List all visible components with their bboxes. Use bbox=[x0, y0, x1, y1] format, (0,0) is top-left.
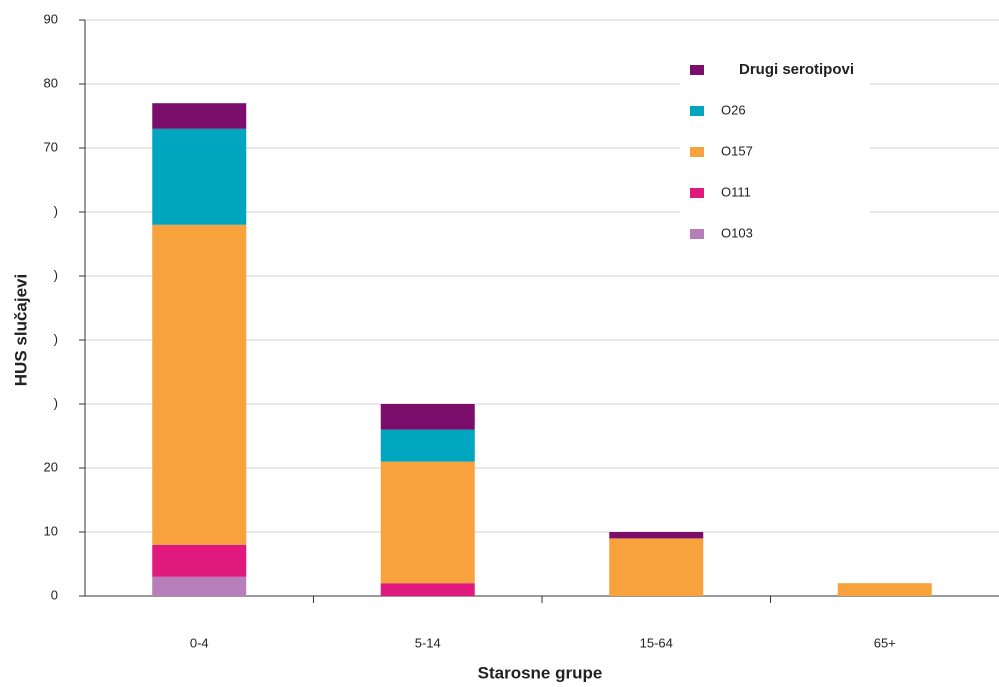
legend-label: O26 bbox=[721, 102, 746, 117]
bar-segment bbox=[380, 583, 475, 596]
y-axis-label: HUS slučajevi bbox=[11, 274, 30, 386]
legend-swatch bbox=[690, 106, 704, 116]
legend-swatch bbox=[690, 147, 704, 157]
y-tick-label: 70 bbox=[44, 139, 58, 154]
x-axis-label: Starosne grupe bbox=[478, 663, 603, 682]
bar-segment bbox=[609, 532, 704, 539]
bar-segment bbox=[609, 538, 704, 596]
bar-segment bbox=[380, 404, 475, 430]
x-tick-label: 65+ bbox=[874, 635, 896, 650]
legend-label: O157 bbox=[721, 143, 753, 158]
y-tick-label: ) bbox=[54, 395, 58, 410]
bar-segment bbox=[152, 224, 247, 545]
x-tick-label: 5-14 bbox=[415, 635, 441, 650]
bar-segment bbox=[152, 576, 247, 596]
bar-segment bbox=[152, 544, 247, 577]
legend-label: O111 bbox=[721, 184, 751, 199]
legend-swatch bbox=[690, 65, 704, 75]
y-tick-label: 10 bbox=[44, 523, 58, 538]
legend-swatch bbox=[690, 188, 704, 198]
x-tick-label: 15-64 bbox=[640, 635, 673, 650]
y-tick-label: ) bbox=[54, 267, 58, 282]
bar-segment bbox=[837, 583, 932, 596]
legend-label: O103 bbox=[721, 225, 753, 240]
y-tick-label: ) bbox=[54, 331, 58, 346]
y-tick-label: 80 bbox=[44, 75, 58, 90]
legend-swatch bbox=[690, 229, 704, 239]
y-tick-label: 90 bbox=[44, 11, 58, 26]
x-tick-label: 0-4 bbox=[190, 635, 209, 650]
bar-segment bbox=[380, 461, 475, 584]
legend-background bbox=[680, 50, 870, 255]
y-tick-label: 0 bbox=[51, 587, 58, 602]
legend-label: Drugi serotipovi bbox=[739, 61, 854, 78]
bar-segment bbox=[152, 128, 247, 225]
y-tick-label: ) bbox=[54, 203, 58, 218]
bar-segment bbox=[380, 429, 475, 462]
y-tick-label: 20 bbox=[44, 459, 58, 474]
bar-segment bbox=[152, 103, 247, 129]
